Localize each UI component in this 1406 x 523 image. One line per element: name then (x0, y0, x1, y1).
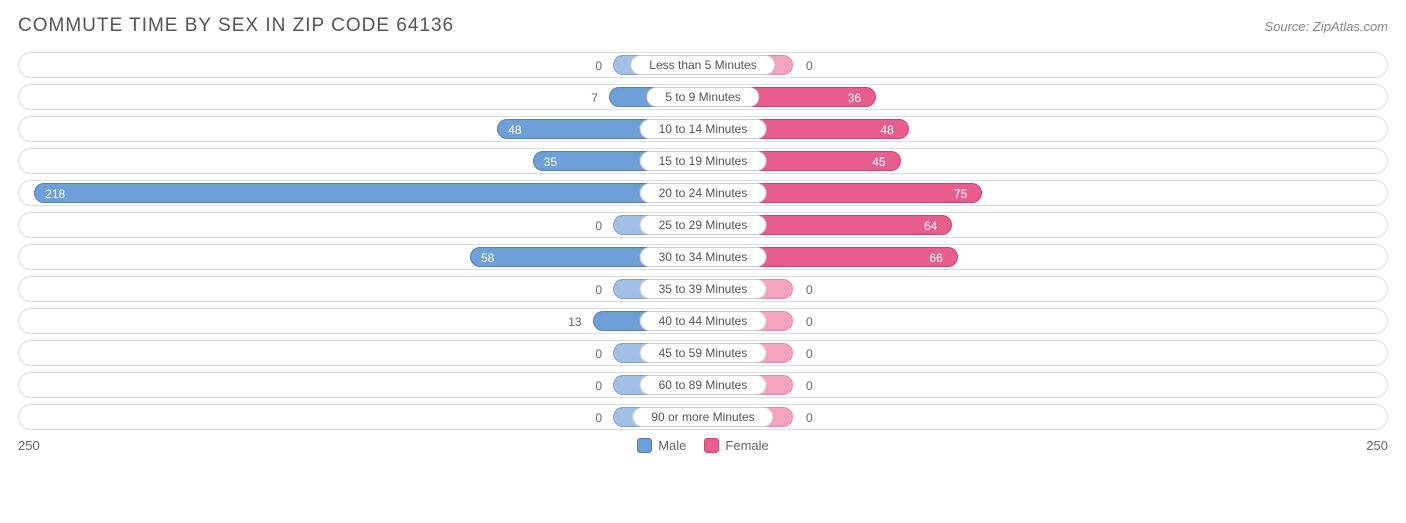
chart-row: 25 to 29 Minutes 0 64 (18, 212, 1388, 238)
female-value-label: 36 (838, 85, 871, 111)
male-value-label: 7 (585, 85, 604, 111)
male-value-label: 0 (589, 373, 608, 399)
legend-female-label: Female (725, 438, 768, 453)
row-category-label: 35 to 39 Minutes (640, 279, 767, 299)
chart-row: 15 to 19 Minutes 35 45 (18, 148, 1388, 174)
male-value-label: 48 (498, 117, 531, 143)
legend-female: Female (704, 438, 768, 453)
row-category-label: 20 to 24 Minutes (640, 183, 767, 203)
male-value-label: 58 (471, 245, 504, 271)
female-value-label: 0 (800, 277, 819, 303)
female-value-label: 64 (914, 213, 947, 239)
chart-footer: 250 Male Female 250 (18, 438, 1388, 453)
male-value-label: 0 (589, 53, 608, 79)
legend-female-swatch (704, 438, 719, 453)
chart-row: Less than 5 Minutes 0 0 (18, 52, 1388, 78)
chart-row: 10 to 14 Minutes 48 48 (18, 116, 1388, 142)
male-value-label: 0 (589, 213, 608, 239)
legend-male-swatch (637, 438, 652, 453)
female-value-label: 45 (862, 149, 895, 175)
row-category-label: 90 or more Minutes (632, 407, 773, 427)
chart-row: 20 to 24 Minutes 218 75 (18, 180, 1388, 206)
male-value-label: 0 (589, 277, 608, 303)
row-category-label: 25 to 29 Minutes (640, 215, 767, 235)
female-value-label: 0 (800, 53, 819, 79)
axis-left-max: 250 (18, 438, 40, 453)
chart-source: Source: ZipAtlas.com (1264, 19, 1388, 34)
chart-row: 35 to 39 Minutes 0 0 (18, 276, 1388, 302)
male-value-label: 13 (562, 309, 587, 335)
row-category-label: 10 to 14 Minutes (640, 119, 767, 139)
female-value-label: 0 (800, 373, 819, 399)
male-value-label: 35 (534, 149, 567, 175)
female-value-label: 66 (919, 245, 952, 271)
chart-row: 90 or more Minutes 0 0 (18, 404, 1388, 430)
chart-row: 30 to 34 Minutes 58 66 (18, 244, 1388, 270)
axis-right-max: 250 (1366, 438, 1388, 453)
chart-title: COMMUTE TIME BY SEX IN ZIP CODE 64136 (18, 15, 454, 37)
female-value-label: 0 (800, 405, 819, 431)
male-value-label: 0 (589, 341, 608, 367)
female-value-label: 0 (800, 309, 819, 335)
chart-row: 40 to 44 Minutes 13 0 (18, 308, 1388, 334)
female-value-label: 0 (800, 341, 819, 367)
male-bar (34, 183, 703, 203)
chart-rows: Less than 5 Minutes 0 0 5 to 9 Minutes 7 36 10… (18, 52, 1388, 430)
row-category-label: 15 to 19 Minutes (640, 151, 767, 171)
row-category-label: Less than 5 Minutes (630, 55, 775, 75)
chart-header: COMMUTE TIME BY SEX IN ZIP CODE 64136 So… (18, 10, 1388, 42)
male-value-label: 0 (589, 405, 608, 431)
male-value-label: 218 (35, 181, 75, 207)
row-category-label: 45 to 59 Minutes (640, 343, 767, 363)
row-category-label: 30 to 34 Minutes (640, 247, 767, 267)
female-value-label: 75 (944, 181, 977, 207)
chart-row: 45 to 59 Minutes 0 0 (18, 340, 1388, 366)
row-category-label: 40 to 44 Minutes (640, 311, 767, 331)
row-category-label: 5 to 9 Minutes (646, 87, 759, 107)
chart-row: 60 to 89 Minutes 0 0 (18, 372, 1388, 398)
row-category-label: 60 to 89 Minutes (640, 375, 767, 395)
legend-male-label: Male (658, 438, 686, 453)
legend: Male Female (637, 438, 769, 453)
female-value-label: 48 (870, 117, 903, 143)
chart-row: 5 to 9 Minutes 7 36 (18, 84, 1388, 110)
commute-chart: COMMUTE TIME BY SEX IN ZIP CODE 64136 So… (0, 0, 1406, 523)
legend-male: Male (637, 438, 686, 453)
